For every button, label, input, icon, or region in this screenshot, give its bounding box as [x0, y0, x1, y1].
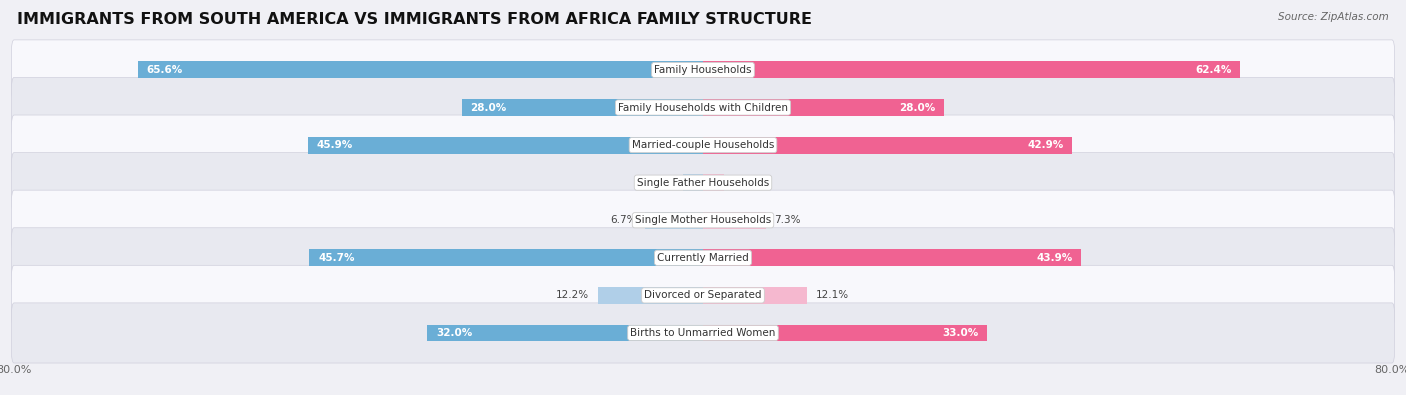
Text: Source: ZipAtlas.com: Source: ZipAtlas.com [1278, 12, 1389, 22]
FancyBboxPatch shape [11, 40, 1395, 100]
FancyBboxPatch shape [11, 303, 1395, 363]
Bar [309, 249, 703, 266]
Text: Married-couple Households: Married-couple Households [631, 140, 775, 150]
Text: Divorced or Separated: Divorced or Separated [644, 290, 762, 300]
Bar [461, 99, 703, 116]
Text: 42.9%: 42.9% [1028, 140, 1064, 150]
FancyBboxPatch shape [11, 228, 1395, 288]
Text: 12.2%: 12.2% [557, 290, 589, 300]
Text: 62.4%: 62.4% [1195, 65, 1232, 75]
FancyBboxPatch shape [11, 265, 1395, 325]
Bar [703, 212, 766, 229]
Text: 43.9%: 43.9% [1036, 253, 1073, 263]
Text: 6.7%: 6.7% [610, 215, 637, 225]
Text: 45.7%: 45.7% [318, 253, 354, 263]
Bar [703, 62, 1240, 78]
Bar [138, 62, 703, 78]
Text: 28.0%: 28.0% [900, 103, 935, 113]
Text: 12.1%: 12.1% [815, 290, 849, 300]
Text: Family Households with Children: Family Households with Children [619, 103, 787, 113]
Text: 45.9%: 45.9% [316, 140, 353, 150]
Text: 33.0%: 33.0% [942, 328, 979, 338]
Bar [308, 137, 703, 154]
Text: Family Households: Family Households [654, 65, 752, 75]
Bar [703, 249, 1081, 266]
Bar [598, 287, 703, 304]
Text: 65.6%: 65.6% [146, 65, 183, 75]
FancyBboxPatch shape [11, 190, 1395, 250]
Text: Single Father Households: Single Father Households [637, 178, 769, 188]
Text: Currently Married: Currently Married [657, 253, 749, 263]
Text: 7.3%: 7.3% [775, 215, 801, 225]
Text: 28.0%: 28.0% [471, 103, 506, 113]
Text: 2.4%: 2.4% [733, 178, 759, 188]
FancyBboxPatch shape [11, 115, 1395, 175]
Bar [703, 174, 724, 191]
Bar [703, 137, 1073, 154]
Text: Births to Unmarried Women: Births to Unmarried Women [630, 328, 776, 338]
Bar [703, 99, 945, 116]
FancyBboxPatch shape [11, 152, 1395, 213]
Text: Single Mother Households: Single Mother Households [636, 215, 770, 225]
Bar [427, 325, 703, 341]
FancyBboxPatch shape [11, 77, 1395, 137]
Text: 2.3%: 2.3% [648, 178, 675, 188]
Bar [683, 174, 703, 191]
Bar [703, 287, 807, 304]
Text: IMMIGRANTS FROM SOUTH AMERICA VS IMMIGRANTS FROM AFRICA FAMILY STRUCTURE: IMMIGRANTS FROM SOUTH AMERICA VS IMMIGRA… [17, 12, 811, 27]
Bar [645, 212, 703, 229]
Text: 32.0%: 32.0% [436, 328, 472, 338]
Bar [703, 325, 987, 341]
